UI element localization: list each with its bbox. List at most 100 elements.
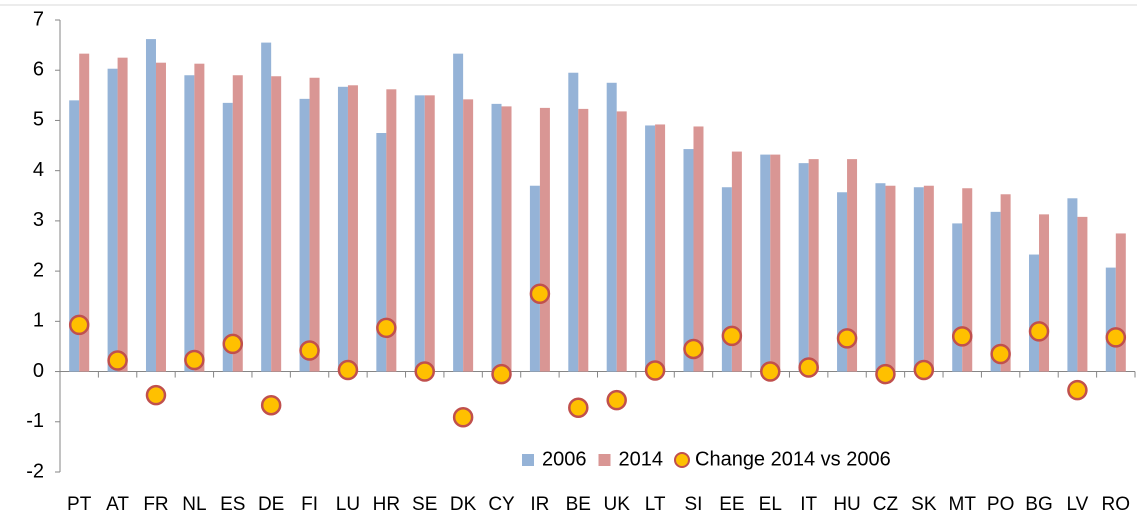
bar xyxy=(808,159,819,372)
x-tick-label: IR xyxy=(530,494,549,515)
legend-label: 2006 xyxy=(542,448,587,470)
x-tick-label: EL xyxy=(759,494,782,515)
bar xyxy=(529,185,540,372)
bar xyxy=(79,53,90,372)
bar xyxy=(155,62,166,372)
bar xyxy=(693,126,704,372)
bar xyxy=(606,82,617,372)
bar xyxy=(721,187,732,372)
point xyxy=(760,361,781,382)
point xyxy=(606,389,627,411)
x-tick-label: SK xyxy=(911,494,937,515)
bar xyxy=(539,107,550,372)
x-tick-label: PO xyxy=(987,494,1014,515)
bar xyxy=(770,154,781,372)
bar xyxy=(184,75,195,372)
bar xyxy=(309,77,320,372)
x-tick-label: HU xyxy=(833,494,860,515)
bar xyxy=(990,211,1001,372)
bar xyxy=(1077,216,1088,372)
point xyxy=(414,361,435,382)
point xyxy=(107,350,128,371)
y-tick-label: 4 xyxy=(33,159,44,181)
bar xyxy=(578,108,589,372)
point xyxy=(260,394,282,416)
bar xyxy=(1000,194,1011,372)
point xyxy=(568,397,589,418)
bar xyxy=(337,86,348,372)
bar xyxy=(568,72,579,372)
point xyxy=(798,357,819,378)
y-tick-label: 5 xyxy=(33,109,44,131)
point xyxy=(222,333,244,355)
bar xyxy=(107,68,118,372)
bar xyxy=(222,102,233,372)
bar xyxy=(616,111,627,372)
bar xyxy=(913,187,924,372)
bar xyxy=(798,163,809,372)
bar xyxy=(414,95,425,372)
bar xyxy=(117,57,128,372)
legend-label: 2014 xyxy=(619,448,664,470)
point xyxy=(683,338,704,360)
x-tick-label: PT xyxy=(67,494,92,515)
point xyxy=(491,363,512,385)
bar xyxy=(645,125,656,372)
point xyxy=(184,349,205,371)
x-tick-label: FI xyxy=(301,494,318,515)
legend-label: Change 2014 vs 2006 xyxy=(695,448,891,470)
bar xyxy=(463,99,474,372)
bar xyxy=(683,149,694,372)
bar xyxy=(731,151,742,372)
point xyxy=(1028,321,1050,342)
bar xyxy=(299,98,310,372)
bar xyxy=(1067,198,1078,372)
bar xyxy=(271,76,282,372)
point xyxy=(721,325,743,347)
point xyxy=(145,384,167,406)
x-tick-label: BG xyxy=(1025,494,1052,515)
bar xyxy=(837,192,848,372)
bar xyxy=(232,75,243,372)
point xyxy=(68,314,90,336)
y-tick-label: 7 xyxy=(33,8,44,30)
bar xyxy=(952,223,963,372)
point xyxy=(951,326,973,347)
bar xyxy=(847,159,858,372)
bar xyxy=(1029,254,1040,372)
bar xyxy=(145,39,156,372)
bar xyxy=(501,106,512,372)
x-tick-label: UK xyxy=(603,494,630,515)
bar xyxy=(923,185,934,372)
bar xyxy=(69,100,80,372)
bar xyxy=(760,154,771,372)
bar xyxy=(885,185,896,372)
bar xyxy=(261,42,272,372)
bar xyxy=(386,89,397,372)
point xyxy=(913,359,935,381)
y-tick-label: -1 xyxy=(26,410,44,432)
x-tick-label: ES xyxy=(220,494,245,515)
x-tick-label: SI xyxy=(685,494,703,515)
x-tick-label: FR xyxy=(143,494,168,515)
point xyxy=(1067,379,1088,401)
bar xyxy=(1115,233,1126,372)
y-tick-label: 6 xyxy=(33,59,44,81)
x-tick-label: CY xyxy=(488,494,515,515)
bar xyxy=(1105,267,1116,372)
legend-marker xyxy=(674,452,690,468)
y-tick-label: 0 xyxy=(33,360,44,382)
x-tick-label: CZ xyxy=(873,494,899,515)
point xyxy=(337,359,359,381)
bar xyxy=(1039,214,1050,372)
x-tick-label: LU xyxy=(336,494,360,515)
x-tick-label: BE xyxy=(566,494,591,515)
bar xyxy=(453,53,464,372)
bar xyxy=(962,188,973,372)
point xyxy=(376,317,397,339)
x-tick-label: AT xyxy=(106,494,129,515)
bar xyxy=(194,63,205,372)
point xyxy=(529,283,551,304)
bar xyxy=(424,95,435,372)
